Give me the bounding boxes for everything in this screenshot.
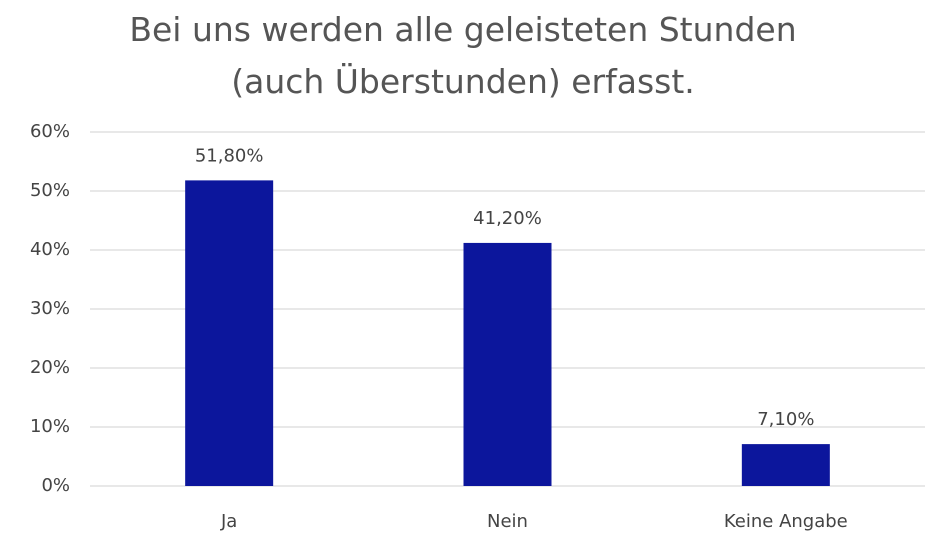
x-tick-label: Ja <box>220 511 237 532</box>
bar <box>741 444 830 486</box>
y-tick-label: 60% <box>30 121 70 142</box>
chart-title: Bei uns werden alle geleisteten Stunden … <box>129 10 797 101</box>
data-label: 41,20% <box>473 208 542 229</box>
data-label: 7,10% <box>757 409 814 430</box>
x-tick-label: Nein <box>487 511 528 532</box>
y-tick-label: 10% <box>30 416 70 437</box>
y-tick-label: 20% <box>30 357 70 378</box>
y-tick-label: 0% <box>41 475 70 496</box>
y-tick-label: 30% <box>30 298 70 319</box>
y-tick-label: 50% <box>30 180 70 201</box>
bar <box>463 242 552 486</box>
bar <box>185 180 274 486</box>
x-tick-label: Keine Angabe <box>724 511 848 532</box>
y-tick-label: 40% <box>30 239 70 260</box>
data-label: 51,80% <box>195 145 264 166</box>
